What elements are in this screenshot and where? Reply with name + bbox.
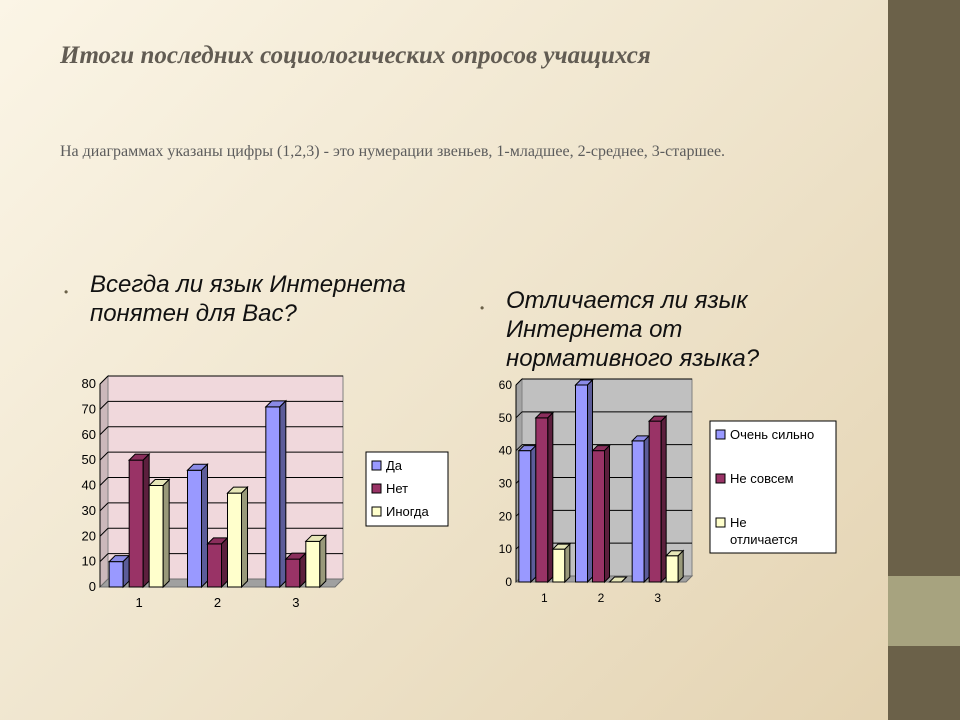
y-tick-label: 0: [89, 579, 96, 594]
y-tick-label: 50: [499, 411, 513, 425]
legend-label-line: Не: [730, 515, 747, 530]
x-category-label: 3: [654, 591, 661, 605]
legend-label: Не отличается: [730, 515, 798, 547]
sidebar-accent-block: [888, 576, 960, 646]
legend-swatch: [371, 460, 382, 471]
gridline-side: [99, 527, 109, 537]
y-tick-label: 10: [82, 554, 96, 569]
gridline-side: [515, 411, 523, 419]
gridline-side: [99, 375, 109, 385]
legend-label: Не совсем: [730, 471, 794, 486]
gridline-side: [515, 378, 523, 386]
bar-side: [604, 444, 610, 584]
bar-side: [677, 549, 684, 584]
question-2: • Отличается ли язык Интернета от нормат…: [480, 286, 846, 373]
bullet-dot-icon: •: [480, 301, 485, 315]
decorative-sidebar: [888, 0, 960, 720]
y-tick-label: 40: [499, 444, 513, 458]
legend-label: Иногда: [386, 504, 429, 519]
bar: [665, 555, 679, 583]
legend-swatch: [715, 473, 726, 484]
legend-swatch: [715, 429, 726, 440]
x-category-label: 1: [541, 591, 548, 605]
legend-label: Нет: [386, 481, 408, 496]
bar: [631, 440, 645, 583]
chart-internet-language-differs: 0 10 20 30 40 50 60 1 2 3 Очень сильно Не совсем Не о…: [499, 377, 837, 605]
x-category-label: 2: [214, 595, 221, 610]
x-category-label: 2: [598, 591, 605, 605]
bar: [535, 417, 549, 583]
gridline-side: [515, 444, 523, 452]
bar-side: [547, 411, 554, 584]
legend-swatch: [715, 517, 726, 528]
y-tick-label: 80: [82, 376, 96, 391]
question-2-text: Отличается ли язык Интернета от норматив…: [506, 287, 760, 372]
gridline-side: [99, 477, 109, 486]
y-tick-label: 0: [505, 575, 512, 589]
y-tick-label: 20: [499, 509, 513, 523]
y-tick-label: 30: [82, 503, 96, 518]
bar-side: [530, 444, 537, 584]
y-tick-label: 10: [499, 542, 513, 556]
gridline-side: [99, 426, 109, 436]
legend-label-line: отличается: [730, 532, 798, 547]
bar: [575, 384, 588, 583]
bar: [592, 450, 605, 583]
bar-side: [319, 534, 327, 589]
gridline-side: [99, 451, 109, 461]
slide-subtitle: На диаграммах указаны цифры (1,2,3) - эт…: [60, 143, 726, 160]
bar-side: [162, 478, 170, 589]
bar-side: [587, 378, 593, 584]
sidebar-lower-block: [888, 646, 960, 720]
y-tick-label: 70: [82, 401, 96, 416]
bar: [648, 420, 662, 583]
y-tick-label: 60: [82, 427, 96, 442]
bar-side: [241, 485, 248, 589]
y-tick-label: 20: [82, 528, 96, 543]
x-category-label: 3: [292, 595, 299, 610]
legend-swatch: [371, 483, 382, 494]
bar-side: [564, 542, 571, 584]
bar: [518, 450, 532, 583]
y-tick-label: 40: [82, 478, 96, 493]
bullet-dot-icon: •: [64, 285, 69, 299]
legend-label: Очень сильно: [730, 427, 814, 442]
bar-side: [621, 576, 627, 583]
question-1: • Всегда ли язык Интернета понятен для В…: [64, 270, 410, 328]
question-1-text: Всегда ли язык Интернета понятен для Вас…: [90, 271, 406, 327]
gridline-side: [99, 553, 109, 562]
chart-internet-language-understood: 0 10 20 30 40 50 60 70 80 1 2 3 Да Нет Иногда: [82, 374, 449, 610]
gridline-side: [99, 502, 109, 512]
legend-label: Да: [386, 458, 403, 473]
gridline-side: [99, 401, 109, 410]
y-tick-label: 50: [82, 452, 96, 467]
bar-side: [643, 434, 650, 584]
slide-title: Итоги последних социологических опросов …: [60, 42, 651, 69]
x-category-label: 1: [136, 595, 143, 610]
legend-swatch: [371, 506, 382, 517]
y-tick-label: 30: [499, 477, 513, 491]
legend-box: [709, 420, 837, 554]
y-tick-label: 60: [499, 378, 513, 392]
bar: [552, 548, 566, 583]
bar-side: [660, 414, 667, 584]
